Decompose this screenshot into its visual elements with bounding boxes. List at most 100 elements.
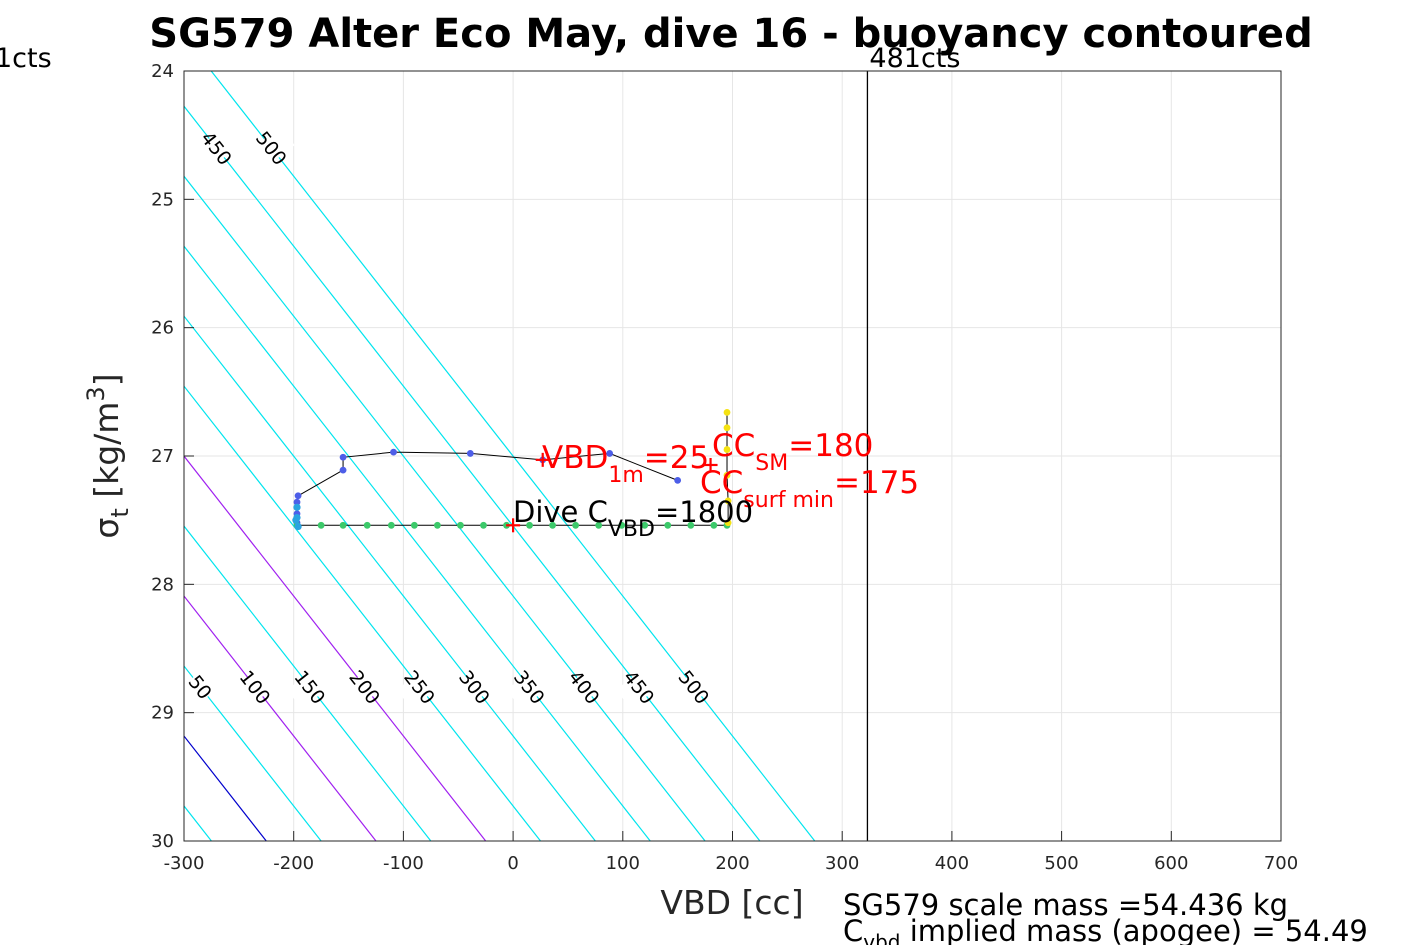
- x-ticks: -300 -200 -100 0 100 200 300 400 500 600 700: [164, 831, 1298, 874]
- contour-line: [184, 525, 432, 841]
- x-tick-label: -300: [164, 853, 205, 874]
- x-tick-label: 600: [1154, 853, 1188, 874]
- data-point: [339, 521, 347, 529]
- contour-label-bg: [232, 665, 279, 709]
- contour-label-bg: [286, 665, 334, 709]
- x-tick-label: 100: [606, 853, 640, 874]
- left-cts-label: 1cts: [0, 43, 52, 74]
- y-tick-label: 24: [151, 61, 174, 82]
- contour-label-bg: [396, 665, 443, 709]
- contour-line: [184, 105, 761, 841]
- data-point: [293, 503, 301, 511]
- vbd1m-sub: 1m: [608, 463, 643, 488]
- x-tick-label: 0: [507, 853, 518, 874]
- y-tick-label: 25: [151, 189, 174, 210]
- implied-mass-text: Cvbd implied mass (apogee) = 54.49: [843, 914, 1368, 945]
- contour-label-bg: [248, 126, 295, 170]
- ccsurf-main: CC: [700, 465, 743, 501]
- data-point: [724, 519, 732, 527]
- annotation-cc-surf-min: CCsurf min=175: [700, 465, 919, 513]
- markers: [506, 452, 718, 533]
- contour-line: [184, 245, 651, 841]
- data-point: [723, 471, 731, 479]
- data-point: [595, 521, 603, 529]
- data-point: [293, 498, 301, 506]
- contour-label-bg: [177, 665, 224, 709]
- data-point: [457, 521, 464, 529]
- x-tick-label: 400: [935, 853, 969, 874]
- x-tick-label: 300: [825, 853, 859, 874]
- contour-label-bg: [616, 665, 663, 709]
- x-axis-label: VBD [cc]: [660, 883, 803, 922]
- divec-sub: VBD: [608, 517, 655, 542]
- y-tick-label: 28: [151, 574, 174, 595]
- ccsm-rest: =180: [788, 428, 873, 464]
- ylabel-base: σ: [87, 518, 126, 539]
- data-point: [549, 521, 556, 529]
- x-tick-label: 700: [1264, 853, 1298, 874]
- contour-line: [184, 665, 322, 841]
- data-point: [294, 522, 302, 531]
- data-point: [390, 448, 397, 456]
- data-point: [480, 521, 487, 529]
- data-point: [466, 450, 474, 457]
- contour-label-bg: [561, 665, 608, 709]
- contour-lines: [0, 71, 816, 841]
- implied-main: C: [843, 914, 863, 945]
- data-point: [723, 408, 731, 416]
- data-point: [339, 453, 347, 461]
- y-axis-label: σt [kg/m3]: [82, 373, 134, 538]
- data-point: [724, 497, 732, 505]
- data-point: [710, 521, 718, 529]
- contour-line: [184, 315, 596, 841]
- y-tick-label: 30: [151, 831, 174, 852]
- chart-title: SG579 Alter Eco May, dive 16 - buoyancy …: [149, 11, 1312, 57]
- data-point: [317, 521, 325, 529]
- data-point: [664, 521, 672, 529]
- data-point: [339, 466, 347, 474]
- y-tick-label: 26: [151, 318, 174, 339]
- annotation-dive-c-vbd: Dive CVBD=1800: [513, 495, 753, 542]
- ccsurf-sub: surf min: [743, 488, 834, 513]
- vbd1m-main: VBD: [542, 440, 608, 476]
- data-point: [641, 521, 649, 529]
- annotation-cc-sm: CCSM=180: [712, 428, 873, 476]
- data-point: [674, 476, 682, 484]
- x-tick-label: 500: [1044, 853, 1078, 874]
- contour-label-bg: [193, 126, 240, 170]
- contour-line: [0, 71, 47, 841]
- data-point: [363, 521, 371, 529]
- implied-rest: implied mass (apogee) = 54.49: [900, 914, 1367, 945]
- scale-mass-text: SG579 scale mass =54.436 kg: [843, 888, 1288, 922]
- data-point: [618, 521, 626, 529]
- ccsm-sub: SM: [755, 451, 788, 476]
- y-tick-label: 29: [151, 703, 174, 724]
- x-tick-label: -100: [383, 853, 424, 874]
- data-point: [687, 521, 695, 529]
- data-point: [434, 521, 441, 529]
- data-point: [526, 521, 533, 529]
- contour-label-bg: [506, 665, 553, 709]
- divec-main: Dive C: [513, 495, 608, 529]
- vbd1m-rest: =25: [644, 440, 709, 476]
- ylabel-sub: t: [106, 508, 134, 517]
- x-tick-label: -200: [273, 853, 314, 874]
- data-point: [294, 492, 302, 500]
- contour-label-bg: [341, 665, 389, 709]
- data-point: [723, 424, 731, 432]
- contour-line: [184, 455, 487, 841]
- implied-sub: vbd: [863, 930, 900, 945]
- data-point: [292, 516, 300, 524]
- data-series: [292, 408, 732, 531]
- ylabel-units: [kg/m: [87, 402, 126, 509]
- ccsm-main: CC: [712, 428, 755, 464]
- divec-rest: =1800: [655, 495, 753, 529]
- contour-label-bg: [451, 665, 498, 709]
- x-tick-label: 200: [715, 853, 749, 874]
- ccsurf-rest: =175: [834, 465, 919, 501]
- contour-label-bg: [670, 665, 718, 709]
- ylabel-close: ]: [87, 373, 126, 386]
- vertical-line-label: 481cts: [869, 43, 960, 74]
- data-point: [387, 521, 395, 529]
